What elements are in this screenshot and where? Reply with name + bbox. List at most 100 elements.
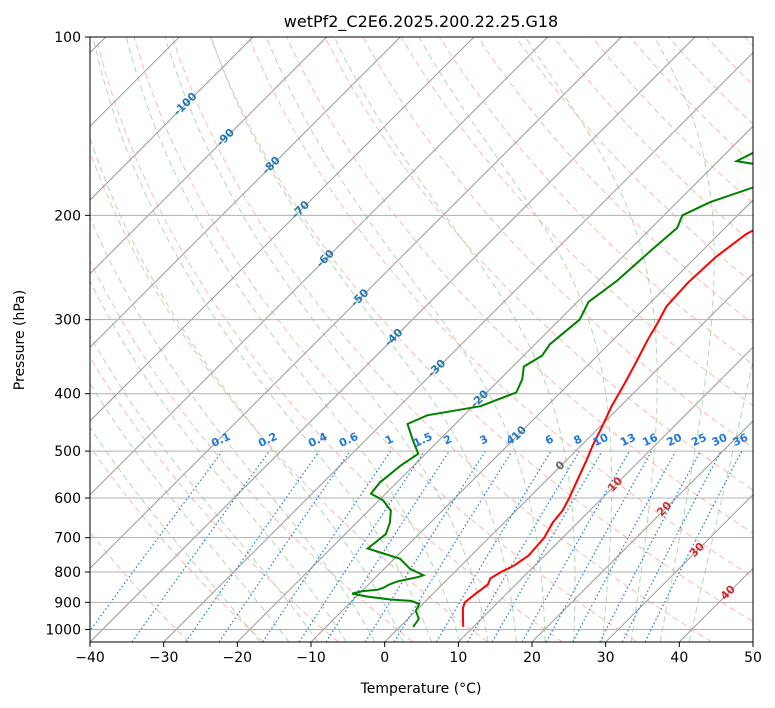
background-lines bbox=[90, 37, 753, 642]
mixing-ratio-label: 16 bbox=[640, 431, 660, 449]
x-axis-label: Temperature (°C) bbox=[360, 681, 482, 697]
dry-adiabat-line bbox=[744, 37, 753, 47]
dry-adiabat-line bbox=[210, 37, 753, 623]
isotherm-line bbox=[90, 37, 328, 275]
moist-adiabat-line bbox=[90, 280, 347, 642]
isotherm-label: 30 bbox=[687, 540, 707, 560]
x-tick-label: −30 bbox=[149, 650, 179, 666]
moist-adiabat-line bbox=[688, 358, 753, 642]
dry-adiabat-line bbox=[591, 37, 753, 204]
y-tick-label: 100 bbox=[54, 30, 81, 46]
isotherm-line bbox=[531, 420, 753, 642]
x-tick-label: 50 bbox=[744, 650, 762, 666]
mixing-ratio-label: 8 bbox=[572, 432, 584, 447]
mixing-ratio-line bbox=[90, 450, 223, 632]
x-tick-label: 10 bbox=[449, 650, 467, 666]
x-tick-label: 20 bbox=[523, 650, 541, 666]
mixing-ratio-line bbox=[185, 450, 320, 642]
mixing-ratio-line bbox=[218, 450, 351, 642]
isotherm-line bbox=[384, 272, 753, 642]
mixing-ratio-label: 1.5 bbox=[411, 430, 434, 450]
y-tick-label: 1000 bbox=[45, 622, 81, 638]
dry-adiabat-line bbox=[553, 37, 753, 244]
mixing-ratio-line bbox=[545, 450, 653, 642]
moist-adiabat-line bbox=[90, 382, 290, 642]
y-tick-label: 800 bbox=[54, 565, 81, 581]
mixing-ratio-label: 10 bbox=[591, 431, 611, 449]
dry-adiabat-line bbox=[706, 37, 753, 86]
moist-adiabat-line bbox=[125, 37, 461, 642]
isotherm-line bbox=[90, 37, 549, 496]
x-tick-label: 30 bbox=[597, 650, 615, 666]
moist-adiabat-line bbox=[210, 37, 517, 642]
dry-adiabat-line bbox=[90, 531, 190, 642]
moist-adiabat-line bbox=[90, 334, 319, 642]
moist-adiabat-line bbox=[164, 37, 489, 642]
dry-adiabat-line bbox=[90, 356, 339, 642]
mixing-ratio-label: 0.2 bbox=[256, 430, 279, 450]
x-tick-label: 0 bbox=[380, 650, 389, 666]
dewpoint-line bbox=[351, 151, 753, 628]
y-tick-label: 900 bbox=[54, 595, 81, 611]
mixing-ratio-label: 1 bbox=[383, 432, 395, 447]
moist-adiabat-line bbox=[653, 37, 715, 642]
moist-adiabat-line bbox=[90, 136, 404, 642]
y-tick-label: 600 bbox=[54, 491, 81, 507]
isotherm-line bbox=[236, 125, 753, 642]
dry-adiabat-line bbox=[477, 37, 753, 325]
temperature-line bbox=[461, 229, 753, 627]
mixing-ratio-label: 13 bbox=[618, 431, 637, 449]
y-tick-label: 500 bbox=[54, 444, 81, 460]
moist-adiabat-line bbox=[90, 216, 376, 642]
isotherm-line bbox=[90, 37, 696, 642]
mixing-ratio-label: 25 bbox=[689, 431, 708, 449]
isotherm-line bbox=[752, 641, 753, 642]
mixing-ratio-label: 0.4 bbox=[306, 430, 329, 450]
mixing-ratio-line bbox=[644, 450, 743, 642]
dry-adiabat-line bbox=[171, 37, 712, 642]
isotherm-line bbox=[90, 37, 254, 201]
y-tick-label: 700 bbox=[54, 531, 81, 547]
chart-title: wetPf2_C2E6.2025.200.22.25.G18 bbox=[284, 12, 558, 32]
mixing-ratio-label: 0.1 bbox=[209, 430, 232, 450]
x-tick-label: −20 bbox=[223, 650, 253, 666]
moist-adiabat-line bbox=[333, 37, 576, 642]
isotherm-line bbox=[90, 37, 475, 422]
moist-adiabat-line bbox=[90, 426, 261, 642]
line-labels: -100-90-80-70-60-50-40-30-20-10010203040… bbox=[171, 90, 750, 603]
isotherm-line bbox=[457, 346, 753, 642]
mixing-ratio-line bbox=[393, 450, 513, 642]
plot-frame bbox=[89, 36, 754, 643]
mixing-ratio-line bbox=[262, 450, 392, 642]
isotherm-line bbox=[310, 199, 753, 642]
dry-adiabat-line bbox=[324, 37, 753, 491]
mixing-ratio-line bbox=[572, 450, 677, 642]
dry-adiabat-line bbox=[90, 445, 264, 642]
mixing-ratio-label: 6 bbox=[543, 432, 556, 447]
mixing-ratio-line bbox=[521, 450, 631, 642]
dry-adiabat-line bbox=[95, 37, 563, 642]
mixing-ratio-line bbox=[298, 450, 425, 642]
x-axis: −40 −30 −20 −10 0 10 20 30 40 50 bbox=[75, 642, 762, 666]
dry-adiabat-line bbox=[286, 37, 753, 534]
mixing-ratio-label: 2 bbox=[442, 432, 454, 447]
mixing-ratio-label: 36 bbox=[731, 431, 751, 449]
isotherm-line bbox=[90, 37, 401, 349]
dry-adiabat-line bbox=[515, 37, 753, 284]
mixing-ratio-label: 30 bbox=[710, 431, 730, 449]
isotherm-line bbox=[90, 37, 622, 570]
mixing-ratio-label: 0.6 bbox=[337, 430, 360, 450]
x-tick-label: 40 bbox=[670, 650, 688, 666]
y-tick-label: 400 bbox=[54, 387, 81, 403]
moist-adiabat-line bbox=[418, 37, 613, 642]
dry-adiabat-line bbox=[90, 150, 488, 642]
isotherm-line bbox=[605, 493, 753, 642]
mixing-ratio-label: 3 bbox=[478, 432, 490, 447]
y-tick-label: 200 bbox=[54, 208, 81, 224]
isotherm-line bbox=[163, 51, 753, 642]
dry-adiabat-line bbox=[248, 37, 753, 578]
mixing-ratio-line bbox=[131, 450, 270, 642]
mixing-ratio-line bbox=[325, 450, 450, 642]
data-lines bbox=[351, 151, 753, 628]
